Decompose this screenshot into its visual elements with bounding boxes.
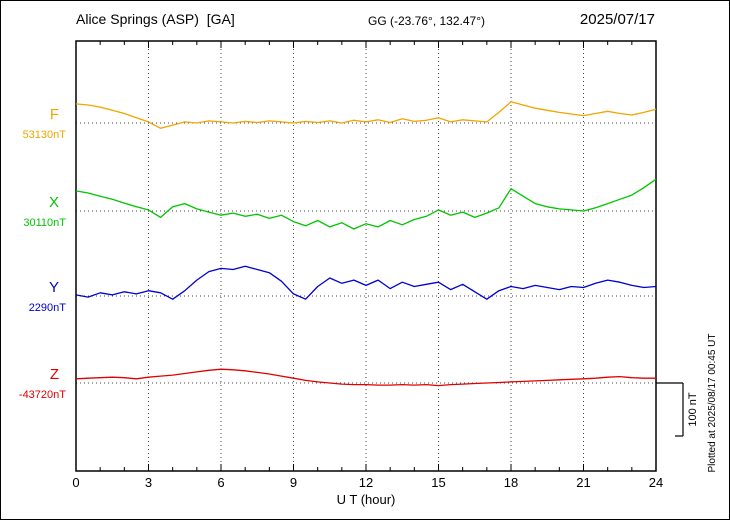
scale-bar-label: 100 nT — [687, 392, 699, 427]
x-axis-title: U T (hour) — [337, 492, 396, 507]
baseline-value-Z: -43720nT — [19, 389, 66, 401]
geographic-coords: GG (-23.76°, 132.47°) — [368, 14, 485, 28]
x-tick-label: 0 — [72, 475, 79, 490]
baseline-value-Y: 2290nT — [29, 302, 67, 314]
x-tick-label: 24 — [649, 475, 663, 490]
trace-Z — [75, 368, 656, 387]
trace-Y — [75, 265, 657, 300]
x-tick-label: 6 — [217, 475, 224, 490]
x-tick-label: 18 — [504, 475, 518, 490]
x-tick-label: 12 — [359, 475, 373, 490]
x-tick-label: 21 — [576, 475, 590, 490]
x-tick-label: 15 — [431, 475, 445, 490]
channel-label-F: F — [50, 106, 59, 123]
channel-label-Y: Y — [49, 279, 59, 296]
plot-date: 2025/07/17 — [579, 11, 655, 28]
x-tick-label: 3 — [145, 475, 152, 490]
channel-label-X: X — [49, 194, 59, 211]
plotted-at-note: Plotted at 2025/08/17 00:45 UT — [707, 334, 718, 473]
baseline-value-F: 53130nT — [23, 129, 67, 141]
x-tick-label: 9 — [290, 475, 297, 490]
station-title: Alice Springs (ASP) [GA] — [76, 11, 235, 27]
trace-X — [75, 178, 657, 230]
channel-label-Z: Z — [50, 366, 59, 383]
trace-F — [75, 101, 657, 129]
baseline-value-X: 30110nT — [23, 217, 66, 229]
